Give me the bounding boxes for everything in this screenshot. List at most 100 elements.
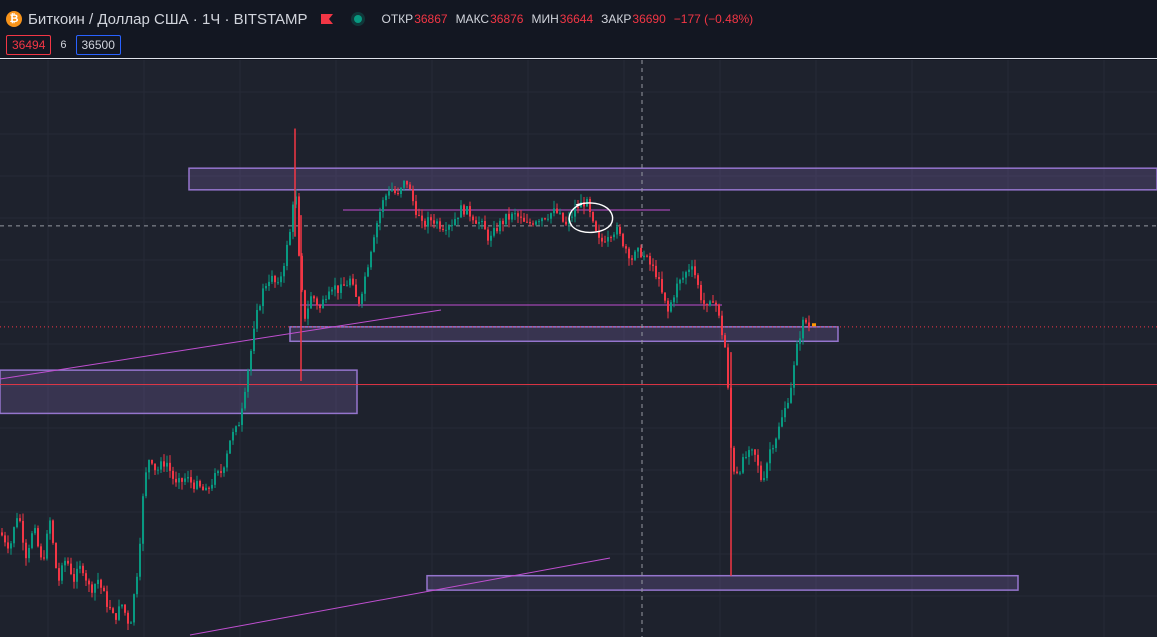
candle-body-up [247,370,249,392]
support-zone-left[interactable] [0,369,358,415]
candle-body-down [463,205,465,215]
candle-body-down [502,220,504,225]
sell-price-button[interactable]: 36494 [6,35,52,55]
candle-body-up [166,462,168,467]
candle-body-down [475,220,477,224]
candle-body-up [184,478,186,482]
candle-body-up [673,297,675,303]
candle-body-up [709,301,711,306]
close-label: ЗАКР [601,12,632,26]
candle-body-up [454,219,456,226]
candle-body-down [808,322,810,327]
candle-body-up [136,576,138,595]
price-zones[interactable] [0,167,1157,591]
candle-body-up [76,568,78,582]
drawn-lines[interactable] [0,60,1157,637]
candle-body-down [556,208,558,213]
candle-body-up [427,217,429,227]
support-zone-mid[interactable] [289,326,839,343]
candle-body-up [634,251,636,260]
market-status-dot-icon[interactable] [353,15,362,23]
candle-body-down [604,241,606,243]
candle-body-down [1,532,3,536]
candle-body-up [211,484,213,489]
candle-body-down [43,557,45,559]
candle-body-up [148,460,150,473]
candle-body-up [241,408,243,425]
resistance-zone-top[interactable] [188,167,1157,191]
candle-body-up [121,604,123,607]
candle-body-up [373,237,375,252]
change-value: −177 (−0.48%) [673,12,754,26]
candle-body-down [472,216,474,221]
candle-body-up [574,206,576,217]
candle-body-down [55,542,57,569]
candle-body-down [190,477,192,483]
candle-body-up [322,299,324,309]
candle-body-down [706,303,708,306]
candle-body-up [364,276,366,294]
candle-body-up [307,308,309,319]
candle-body-down [529,222,531,224]
candle-body-down [70,563,72,575]
candle-body-up [685,272,687,278]
candle-body-up [259,306,261,311]
candle-body-down [724,335,726,348]
header-divider [0,58,1157,59]
candle-body-up [250,350,252,371]
candle-body-up [541,218,543,222]
overlay-annotations[interactable] [568,202,816,327]
candle-body-up [34,528,36,534]
candle-body-down [304,290,306,319]
candle-body-up [460,205,462,218]
candle-body-down [517,213,519,217]
symbol-title[interactable]: Биткоин / Доллар США · 1Ч · BITSTAMP [28,10,308,28]
buy-price-button[interactable]: 36500 [75,35,121,55]
candle-body-up [331,289,333,292]
candle-body-down [301,255,303,291]
open-label: ОТКР [381,12,414,26]
candle-body-down [37,528,39,547]
candle-body-up [670,302,672,312]
candle-body-down [100,579,102,588]
candle-body-up [772,448,774,450]
candle-body-down [649,256,651,265]
low-value: 36644 [559,12,594,26]
candle-body-down [151,460,153,464]
candle-body-up [61,565,63,581]
candle-body-up [226,453,228,468]
bitcoin-icon[interactable]: ₿ [6,11,22,27]
candle-body-down [115,613,117,620]
candle-body-up [286,244,288,267]
symbol-info-row[interactable]: ₿ Биткоин / Доллар США · 1Ч · BITSTAMP О… [6,9,753,29]
candle-body-up [277,282,279,284]
candle-body-up [178,478,180,483]
candle-body-up [691,266,693,270]
trendline-left[interactable] [0,309,442,380]
ohlc-values: ОТКР 36867 МАКС 36876 МИН 36644 ЗАКР 366… [382,12,754,26]
candle-body-up [481,221,483,223]
candle-body-down [103,587,105,592]
candle-body-up [16,518,18,528]
candle-body-up [232,431,234,441]
candle-body-up [235,426,237,432]
trendline-bottom[interactable] [189,557,611,636]
close-value: 36690 [632,12,666,26]
candle-body-down [721,315,723,336]
candle-body-up [385,195,387,201]
support-zone-bottom[interactable] [426,574,1019,591]
candle-body-down [652,264,654,266]
candle-body-down [484,221,486,230]
candle-body-up [400,187,402,195]
candle-body-down [4,535,6,543]
candle-body-up [94,583,96,593]
candle-body-up [361,293,363,304]
candle-body-up [340,284,342,293]
candle-body-up [511,213,513,220]
candle-body-up [514,213,516,215]
candle-body-down [22,520,24,543]
candle-body-up [688,269,690,273]
flag-icon[interactable] [320,13,334,25]
hand-drawn-circle[interactable] [568,202,614,233]
